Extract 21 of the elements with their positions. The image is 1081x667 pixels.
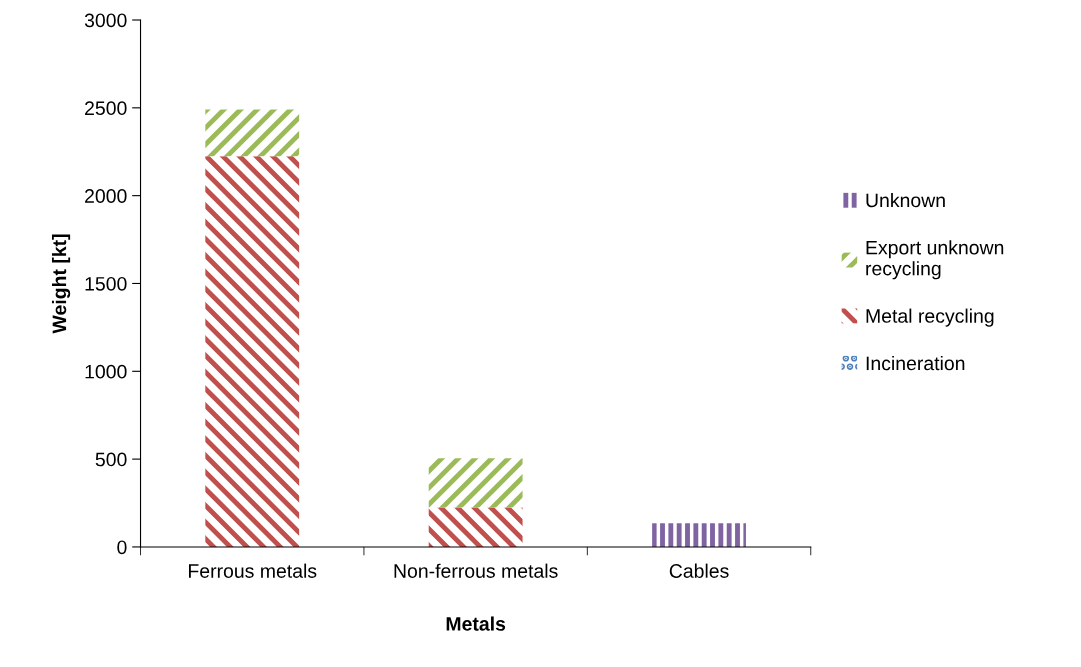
- legend-label: Export unknown recycling: [866, 240, 1004, 280]
- legend-label: Metal recycling: [866, 308, 994, 327]
- x-tick-label: Ferrous metals: [189, 563, 317, 578]
- y-tick-label: 2000: [85, 189, 127, 203]
- bar: [428, 458, 523, 508]
- x-axis-title: Metals: [446, 616, 506, 631]
- y-tick-label: 500: [95, 452, 127, 467]
- x-tick-label: Non-ferrous metals: [394, 563, 558, 578]
- y-tick-label: 1000: [85, 364, 127, 379]
- bar: [205, 109, 300, 157]
- bar: [428, 507, 523, 547]
- y-tick-label: 2500: [85, 101, 127, 116]
- bar: [652, 523, 746, 547]
- y-tick-label: 3000: [84, 13, 127, 28]
- y-axis-title: Weight [kt]: [51, 234, 71, 334]
- x-tick-label: Cables: [669, 563, 729, 578]
- legend-label: Incineration: [866, 355, 965, 371]
- bar: [205, 156, 300, 547]
- y-tick-label: 0: [117, 540, 127, 555]
- legend-label: Unknown: [866, 192, 945, 208]
- y-tick-label: 1500: [85, 276, 127, 291]
